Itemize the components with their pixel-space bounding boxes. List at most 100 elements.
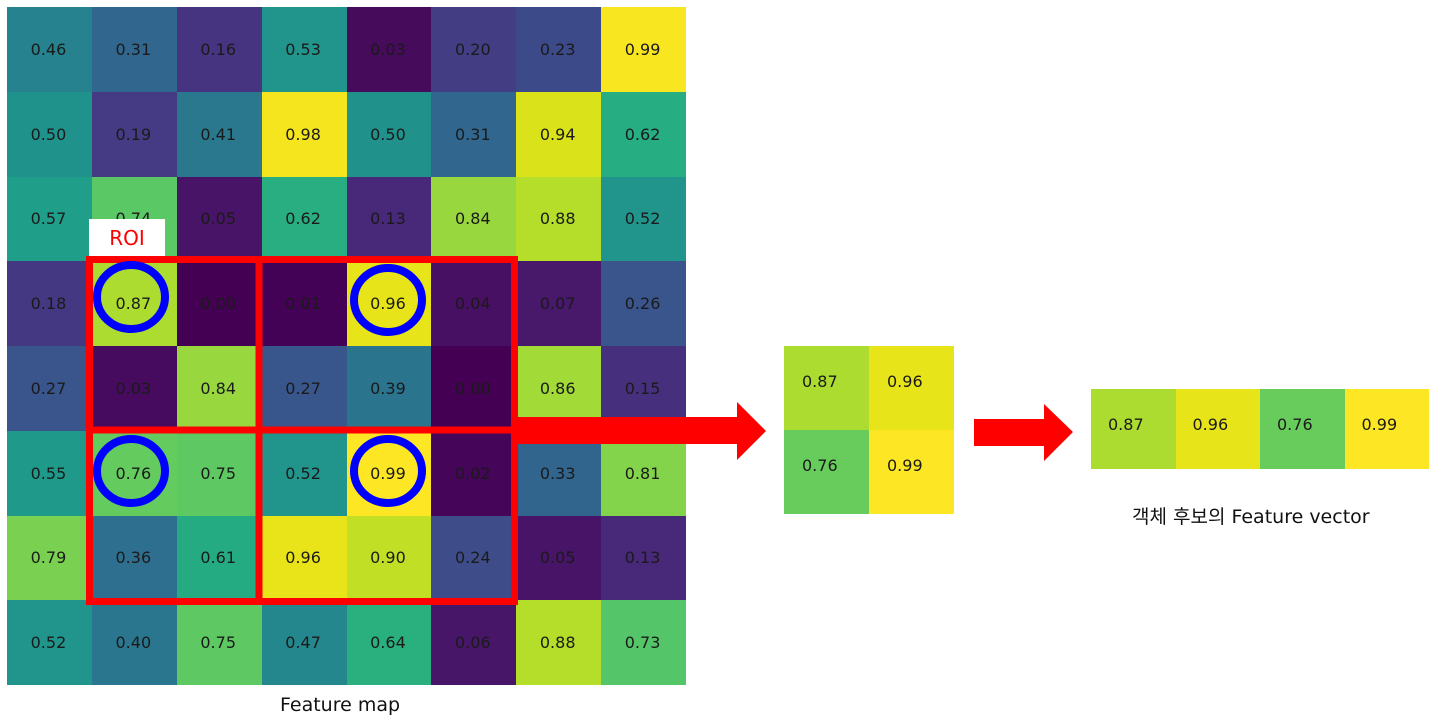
feature-map-cell-value: 0.27 [285, 378, 321, 398]
feature-map-cell: 0.13 [346, 176, 432, 262]
feature-map-cell-value: 0.62 [285, 209, 321, 229]
feature-map-cell-value: 0.73 [624, 633, 661, 653]
feature-vector-caption: 객체 후보의 Feature vector [1132, 506, 1370, 528]
feature-map-cell-value: 0.01 [285, 294, 321, 314]
feature-vector-cell-value: 0.87 [1108, 414, 1144, 434]
feature-map-cell: 0.01 [261, 261, 347, 346]
feature-map-cell: 0.40 [91, 600, 177, 685]
feature-map-cell: 0.52 [261, 430, 347, 516]
feature-map-cell-value: 0.94 [539, 124, 576, 144]
feature-map-cell-value: 0.07 [539, 294, 576, 314]
roi-label: ROI [89, 219, 165, 256]
feature-map-cell-value: 0.18 [30, 294, 67, 314]
feature-map-cell: 0.61 [176, 515, 262, 601]
feature-map-cell-value: 0.05 [200, 209, 236, 229]
pooled-cell-value: 0.96 [887, 372, 923, 391]
feature-map-cell: 0.16 [176, 7, 262, 92]
feature-map-caption: Feature map [280, 694, 401, 716]
feature-map-cell-value: 0.13 [624, 548, 661, 568]
feature-map-cell-value: 0.99 [370, 463, 406, 483]
feature-map-cell-value: 0.55 [30, 463, 67, 483]
feature-map-cell: 0.13 [601, 515, 686, 601]
feature-map-cell-value: 0.47 [285, 633, 321, 653]
feature-map-cell-value: 0.13 [370, 209, 406, 229]
feature-map-cell: 0.39 [346, 346, 432, 431]
feature-map-cell-value: 0.90 [370, 548, 406, 568]
feature-map-cell-value: 0.98 [285, 124, 321, 144]
feature-vector-cell: 0.76 [1260, 389, 1345, 469]
feature-map-cell: 0.15 [601, 346, 686, 431]
feature-map-cell-value: 0.50 [370, 124, 406, 144]
feature-map-cell: 0.53 [261, 7, 347, 92]
feature-map-cell-value: 0.31 [455, 124, 491, 144]
feature-map-cell-value: 0.75 [200, 633, 236, 653]
feature-map-cell: 0.88 [516, 176, 602, 262]
pooled-cell-value: 0.87 [802, 372, 838, 391]
feature-map-cell: 0.00 [176, 261, 262, 346]
feature-map-cell: 0.57 [7, 176, 92, 262]
feature-map-cell: 0.20 [431, 7, 517, 92]
feature-map-cell: 0.52 [7, 600, 92, 685]
circle-0-87 [93, 261, 169, 333]
feature-map-cell: 0.73 [601, 600, 686, 685]
feature-map-cell: 0.24 [431, 515, 517, 601]
feature-map-cell-value: 0.50 [30, 124, 67, 144]
feature-map-cell-value: 0.15 [624, 378, 661, 398]
feature-vector-cell-value: 0.99 [1361, 414, 1398, 434]
feature-map-cell: 0.04 [431, 261, 517, 346]
feature-map-cell-value: 0.52 [285, 463, 321, 483]
feature-map-cell-value: 0.84 [200, 378, 236, 398]
feature-map-cell: 0.75 [176, 600, 262, 685]
max-value-circles [93, 261, 426, 507]
feature-map-cell-value: 0.23 [539, 39, 576, 59]
feature-map-cell: 0.46 [7, 7, 92, 92]
feature-map-cell-value: 0.88 [539, 209, 576, 229]
feature-map-cell: 0.31 [431, 91, 517, 177]
feature-vector-cell: 0.87 [1091, 389, 1176, 469]
feature-vector-cell-value: 0.96 [1192, 414, 1229, 434]
feature-map-cell-value: 0.96 [285, 548, 321, 568]
feature-map-cell: 0.55 [7, 430, 92, 516]
feature-map-cell-value: 0.52 [624, 209, 661, 229]
pooled-cell: 0.99 [869, 430, 954, 514]
feature-map-cell-value: 0.81 [624, 463, 661, 483]
feature-map-cell-value: 0.75 [200, 463, 236, 483]
feature-map-cell: 0.88 [516, 600, 602, 685]
feature-map-cell: 0.36 [91, 515, 177, 601]
feature-vector: 0.87 0.96 0.76 0.99 [1091, 389, 1429, 469]
feature-map-cell-value: 0.24 [455, 548, 491, 568]
feature-map-cell-value: 0.00 [455, 378, 491, 398]
feature-map-cell-value: 0.39 [370, 378, 406, 398]
feature-map-cell: 0.18 [7, 261, 92, 346]
feature-map-cell: 0.94 [516, 91, 602, 177]
feature-map-grid: 0.46 0.31 0.16 0.53 0.03 0.20 0.23 0.99 0.50 0.19… [7, 7, 686, 685]
feature-map-cell-value: 0.00 [200, 294, 236, 314]
feature-map-cell-value: 0.26 [624, 294, 661, 314]
feature-map-cell: 0.03 [346, 7, 432, 92]
arrow-right-icon [974, 404, 1073, 461]
feature-map-cell-value: 0.36 [115, 548, 152, 568]
feature-map-cell-value: 0.61 [200, 548, 236, 568]
circle-0-96 [350, 264, 426, 336]
feature-map-cell-value: 0.16 [200, 39, 236, 59]
feature-map-cell-value: 0.62 [624, 124, 661, 144]
feature-map-cell-value: 0.03 [370, 39, 406, 59]
feature-map-cell-value: 0.19 [115, 124, 152, 144]
feature-map-cell: 0.75 [176, 430, 262, 516]
feature-vector-cell: 0.96 [1175, 389, 1260, 469]
feature-map-cell: 0.84 [431, 176, 517, 262]
feature-map-cell: 0.98 [261, 91, 347, 177]
feature-map-cell: 0.81 [601, 430, 686, 516]
circle-0-76 [93, 435, 169, 507]
feature-vector-cell-value: 0.76 [1277, 414, 1313, 434]
feature-map-cell: 0.02 [431, 430, 517, 516]
feature-map-cell: 0.90 [346, 515, 432, 601]
feature-map-cell: 0.27 [7, 346, 92, 431]
feature-map-cell: 0.96 [261, 515, 347, 601]
feature-map-cell-value: 0.99 [624, 39, 661, 59]
feature-map-cell: 0.27 [261, 346, 347, 431]
feature-map-cell-value: 0.88 [539, 633, 576, 653]
feature-map-cell: 0.50 [346, 91, 432, 177]
feature-map-cell: 0.03 [91, 346, 177, 431]
